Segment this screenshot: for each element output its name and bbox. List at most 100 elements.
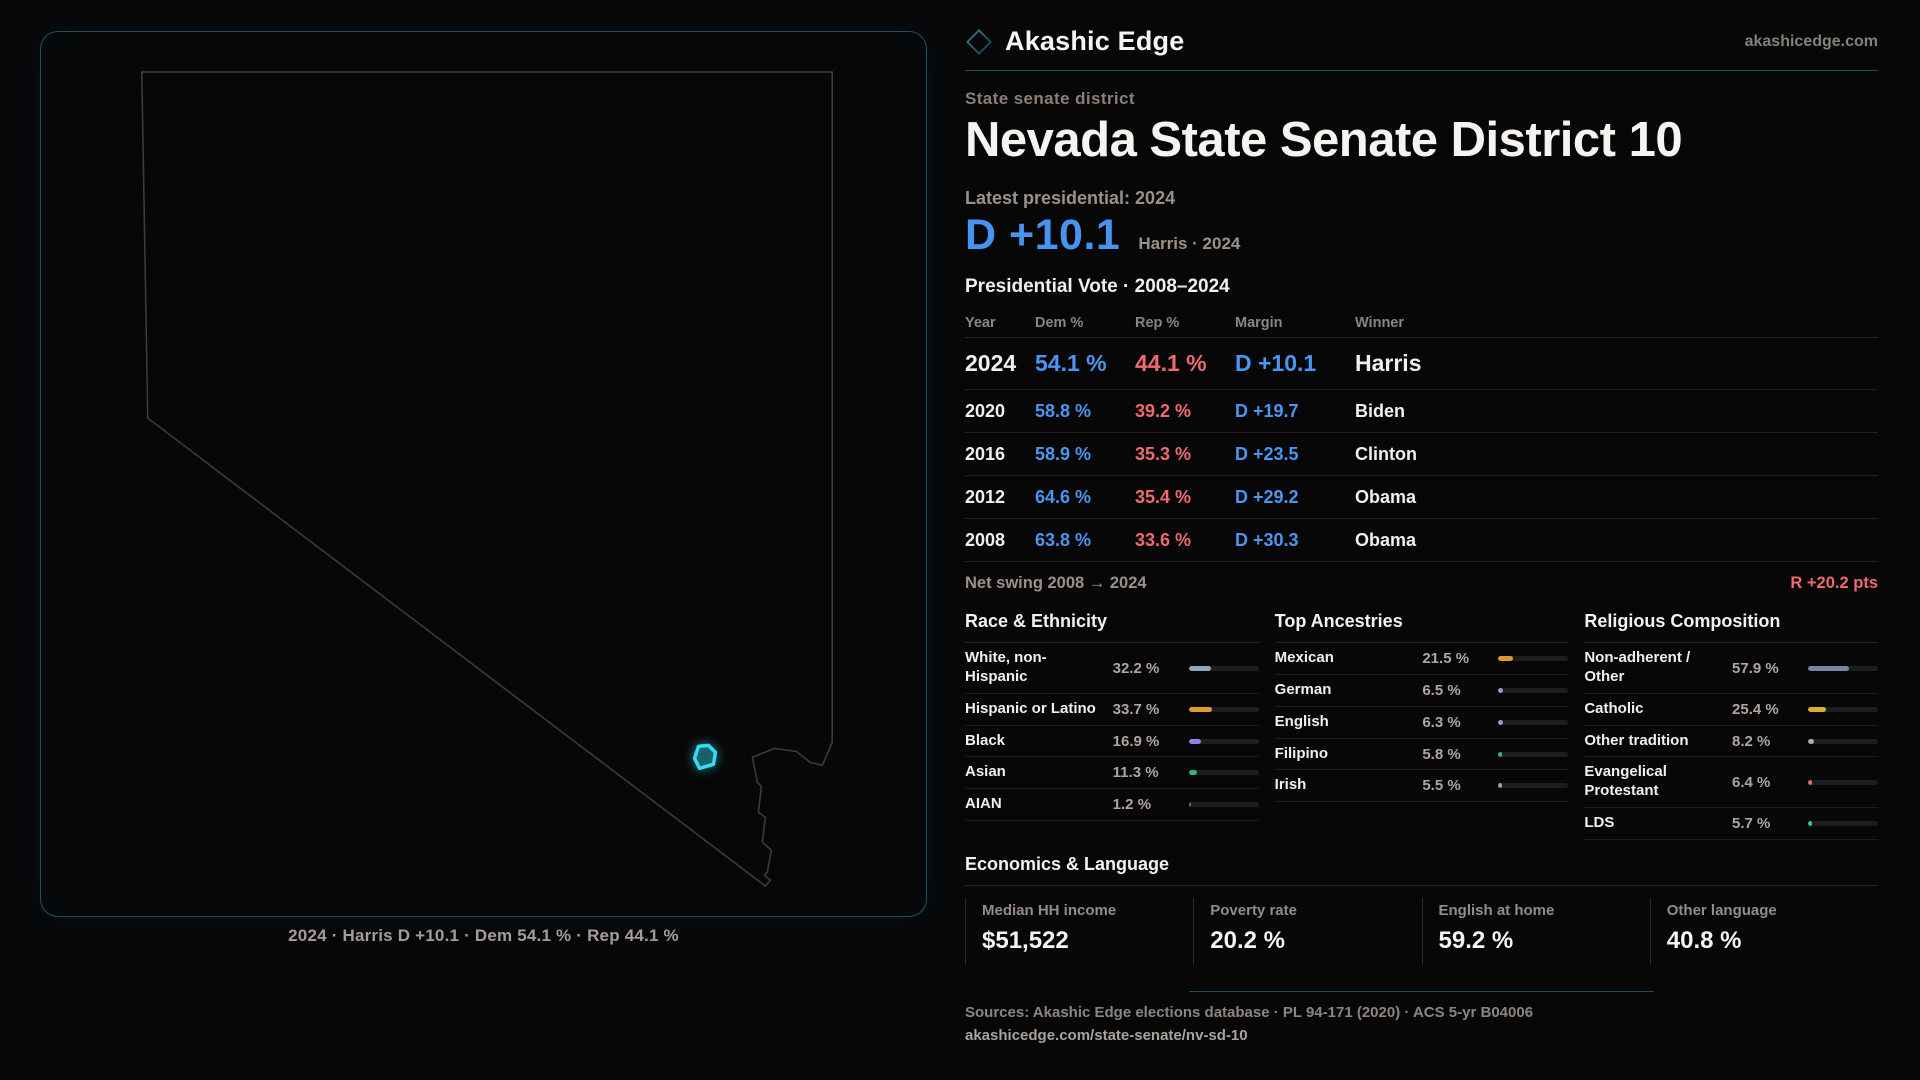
stat-label: Filipino (1274, 744, 1328, 762)
stat-row: Other tradition 8.2 % (1584, 726, 1879, 758)
stat-bar-fill (1498, 688, 1503, 694)
table-row: 2012 64.6 % 35.4 % D +29.2 Obama (965, 476, 1878, 520)
stat-bar-track (1808, 820, 1879, 826)
cell-winner: Obama (1355, 486, 1417, 507)
stat-label: Irish (1274, 776, 1307, 794)
stat-rows: Mexican 21.5 % German 6.5 % English 6.3 … (1274, 643, 1569, 803)
stat-bar-track (1188, 770, 1259, 776)
demographic-column: Religious Composition Non-adherent / Oth… (1584, 611, 1879, 840)
permalink-link[interactable]: akashicedge.com/state-senate/nv-sd-10 (965, 1026, 1248, 1044)
stat-bar-track (1498, 751, 1569, 757)
stat-value: 33.7 % (1112, 700, 1160, 718)
section-title: Top Ancestries (1274, 611, 1569, 644)
stat-label: Poverty rate (1210, 901, 1297, 919)
demographic-column: Top Ancestries Mexican 21.5 % German 6.5… (1274, 611, 1569, 839)
cell-margin: D +23.5 (1235, 443, 1299, 464)
district-map-panel (40, 31, 927, 917)
map-caption: 2024 · Harris D +10.1 · Dem 54.1 % · Rep… (288, 926, 679, 945)
stat-value: $51,522 (982, 926, 1069, 954)
cell-dem-pct: 63.8 % (1035, 529, 1092, 550)
stat-row: Hispanic or Latino 33.7 % (965, 694, 1259, 726)
cell-year: 2008 (965, 529, 1006, 550)
economics-stats: Median HH income $51,522 Poverty rate 20… (965, 897, 1878, 965)
stat-row: Asian 11.3 % (965, 757, 1259, 790)
stat-bar-fill (1498, 719, 1503, 725)
cell-rep-pct: 35.3 % (1135, 443, 1192, 464)
cell-dem-pct: 54.1 % (1035, 350, 1107, 377)
cell-dem-pct: 58.9 % (1035, 443, 1092, 464)
margin-value: D +10.1 (965, 211, 1121, 260)
stat-value: 20.2 % (1210, 926, 1285, 954)
stat-bar-fill (1498, 783, 1503, 789)
cell-year: 2024 (965, 350, 1017, 377)
nevada-map (140, 71, 834, 887)
table-row: 2016 58.9 % 35.3 % D +23.5 Clinton (965, 433, 1878, 477)
cell-year: 2012 (965, 486, 1006, 507)
demographics-columns: Race & Ethnicity White, non-Hispanic 32.… (965, 611, 1879, 840)
stat-bar-fill (1188, 802, 1191, 808)
stat-value: 25.4 % (1732, 700, 1779, 718)
table-row: 2020 58.8 % 39.2 % D +19.7 Biden (965, 390, 1878, 434)
cell-winner: Biden (1355, 400, 1406, 421)
stat-label: Black (965, 731, 1006, 749)
stat-bar-track (1498, 783, 1569, 789)
stat-bar-track (1808, 706, 1879, 712)
cell-winner: Obama (1355, 529, 1417, 550)
economics-title: Economics & Language (965, 854, 1878, 886)
stat-bar-fill (1808, 706, 1826, 712)
stat-row: Mexican 21.5 % (1274, 643, 1569, 676)
stat-bar-fill (1808, 738, 1814, 744)
cell-margin: D +30.3 (1235, 529, 1299, 550)
stat-bar-fill (1188, 770, 1197, 776)
cell-dem-pct: 58.8 % (1035, 400, 1092, 421)
stat-bar-fill (1498, 656, 1514, 662)
stat-value: 16.9 % (1112, 732, 1160, 750)
stat-bar-track (1498, 688, 1569, 694)
stat-label: Other tradition (1584, 731, 1689, 749)
latest-presidential-label: Latest presidential: 2024 (965, 188, 1176, 209)
vote-table-rows: 2024 54.1 % 44.1 % D +10.1 Harris 2020 5… (965, 338, 1878, 563)
stat-rows: Non-adherent / Other 57.9 % Catholic 25.… (1584, 643, 1879, 840)
stat-bar-fill (1498, 751, 1503, 757)
stat-bar-fill (1188, 665, 1212, 671)
brand-domain-link[interactable]: akashicedge.com (1744, 32, 1878, 50)
stat-row: LDS 5.7 % (1584, 808, 1879, 840)
stat-value: 6.4 % (1732, 773, 1771, 791)
stat-label: White, non-Hispanic (965, 649, 1047, 686)
stat-label: German (1274, 681, 1332, 699)
cell-year: 2016 (965, 443, 1006, 464)
stat-value: 40.8 % (1666, 926, 1742, 954)
vote-table-title: Presidential Vote · 2008–2024 (965, 276, 1230, 298)
stat-value: 8.2 % (1732, 732, 1771, 750)
stat-value: 1.2 % (1112, 796, 1152, 814)
section-title: Religious Composition (1584, 611, 1879, 644)
vote-table-header-cell: Rep % (1135, 314, 1180, 331)
cell-rep-pct: 35.4 % (1135, 486, 1192, 507)
cell-margin: D +29.2 (1235, 486, 1299, 507)
vote-table-header-cell: Dem % (1035, 314, 1084, 331)
stat-row: Catholic 25.4 % (1584, 694, 1879, 726)
sources-text: Sources: Akashic Edge elections database… (965, 1003, 1534, 1021)
diamond-icon (966, 28, 992, 55)
stat-row: Non-adherent / Other 57.9 % (1584, 643, 1879, 694)
net-swing-value: R +20.2 pts (1790, 574, 1878, 593)
stat-row: Irish 5.5 % (1274, 770, 1569, 803)
vote-table-header-cell: Margin (1235, 314, 1283, 331)
section-title: Race & Ethnicity (965, 611, 1259, 644)
stat-bar-fill (1808, 820, 1812, 826)
stat-label: Asian (965, 763, 1006, 781)
stat-row: Evangelical Protestant 6.4 % (1584, 757, 1879, 808)
stat-rows: White, non-Hispanic 32.2 % Hispanic or L… (965, 643, 1259, 821)
stat-label: Median HH income (982, 901, 1117, 919)
vote-table-header-cell: Winner (1355, 314, 1405, 331)
stat-value: 57.9 % (1732, 659, 1779, 677)
district-10-shape[interactable] (692, 743, 718, 771)
stat-bar-track (1808, 738, 1879, 744)
net-swing-label: Net swing 2008 → 2024 (965, 574, 1147, 593)
stat-bar-track (1188, 802, 1259, 808)
kicker-label: State senate district (965, 89, 1135, 108)
cell-margin: D +10.1 (1235, 350, 1317, 377)
stat-bar-track (1498, 656, 1569, 662)
stat-label: English at home (1438, 901, 1555, 919)
stat-row: Filipino 5.8 % (1274, 739, 1569, 771)
